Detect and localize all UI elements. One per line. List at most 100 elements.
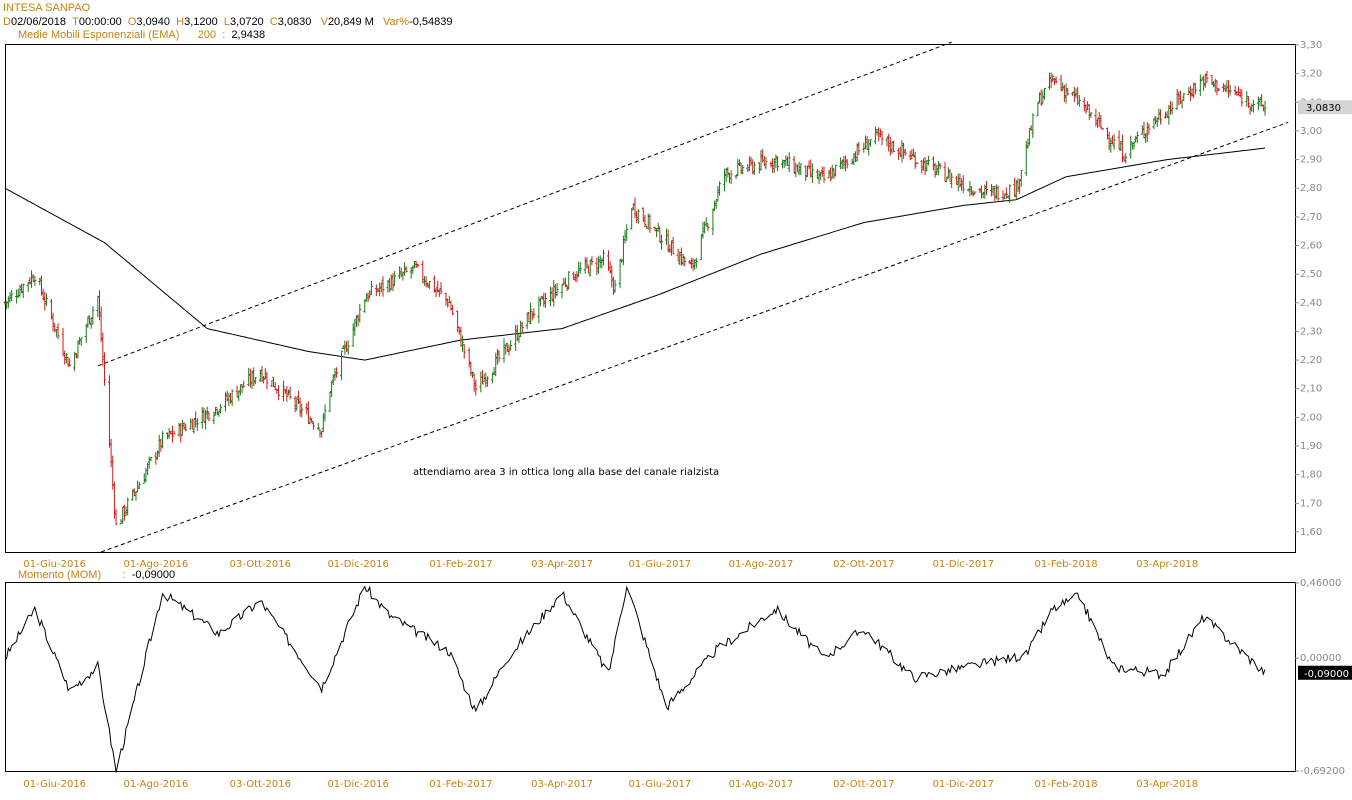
- ohlc-bar: [973, 191, 977, 195]
- ohlc-bar: [351, 323, 355, 347]
- ohlc-bar: [1082, 97, 1086, 112]
- momentum-x-tick-label: 01-Giu-2016: [23, 779, 86, 790]
- last-price-tag: [1298, 100, 1352, 115]
- ohlc-bar: [996, 185, 1000, 201]
- ohlc-bar: [641, 207, 645, 223]
- ohlc-bar: [752, 161, 756, 175]
- ohlc-bar: [699, 234, 703, 260]
- ohlc-bar: [169, 431, 173, 435]
- momentum-y-tick-label: 0,46000: [1300, 578, 1341, 589]
- ohlc-bar: [993, 185, 997, 201]
- ohlc-bar: [146, 462, 150, 475]
- ohlc-bar: [273, 382, 277, 391]
- ohlc-bar: [530, 310, 534, 321]
- symbol-title: INTESA SANPAO: [3, 2, 90, 14]
- ohlc-bar: [845, 159, 849, 169]
- ohlc-bar: [587, 265, 591, 274]
- ohlc-bar: [1054, 76, 1058, 84]
- ohlc-bar: [242, 380, 246, 387]
- ohlc-bar: [1074, 88, 1078, 99]
- ohlc-bar: [1018, 178, 1022, 194]
- ohlc-bar: [890, 141, 894, 155]
- ohlc-bar: [1109, 137, 1113, 153]
- ohlc-bar: [1029, 125, 1033, 131]
- var-value: -0,54839: [409, 16, 453, 28]
- momentum-y-axis: 0,46000 0,00000 -0,69200 -0,09000: [1295, 578, 1352, 777]
- ohlc-bar: [716, 186, 720, 202]
- ohlc-bar: [502, 338, 506, 363]
- y-tick-label: 2,20: [1300, 355, 1322, 366]
- ohlc-bar: [399, 267, 403, 278]
- ohlc-bar: [6, 296, 10, 309]
- ohlc-bar: [989, 184, 993, 197]
- ohlc-bar: [391, 273, 395, 292]
- ohlc-bar: [829, 167, 833, 182]
- ohlc-bar: [655, 228, 659, 238]
- ohlc-bar: [427, 280, 431, 289]
- ohlc-bar: [892, 140, 896, 153]
- ohlc-bar: [293, 396, 297, 413]
- ohlc-bar: [585, 257, 589, 269]
- y-tick-label: 1,90: [1300, 441, 1322, 452]
- ohlc-bar: [404, 266, 408, 273]
- y-tick-label: 2,00: [1300, 412, 1322, 423]
- ohlc-bar: [880, 130, 884, 146]
- ohlc-bar: [1145, 122, 1149, 142]
- ohlc-bar: [343, 340, 347, 355]
- ohlc-bar: [219, 403, 223, 414]
- ohlc-bar: [913, 151, 917, 169]
- ohlc-bar: [44, 293, 48, 307]
- y-tick-label: 2,30: [1300, 326, 1322, 337]
- ohlc-bar: [252, 367, 256, 386]
- ohlc-bar: [844, 155, 848, 172]
- ohlc-bar: [815, 168, 819, 179]
- ohlc-bar: [409, 267, 413, 279]
- ohlc-bar: [195, 417, 199, 432]
- ohlc-bar: [797, 161, 801, 176]
- ohlc-bar: [784, 155, 788, 167]
- ohlc-bar: [446, 298, 450, 308]
- momentum-x-tick-label: 01-Giu-2017: [629, 779, 692, 790]
- y-tick-label: 3,00: [1300, 126, 1322, 137]
- ohlc-bar: [550, 287, 554, 302]
- ohlc-bar: [926, 155, 930, 166]
- ohlc-bar: [190, 418, 194, 430]
- ohlc-bar: [434, 288, 438, 298]
- ohlc-bar: [346, 340, 350, 355]
- ohlc-bar: [1169, 101, 1172, 115]
- ohlc-bar: [623, 229, 627, 244]
- x-tick-label: 01-Feb-2018: [1034, 559, 1097, 570]
- momentum-line: [4, 585, 1266, 773]
- ohlc-bar: [679, 247, 683, 266]
- ohlc-bar: [1047, 72, 1051, 90]
- ohlc-bar: [68, 358, 72, 367]
- y-tick-label: 2,10: [1300, 384, 1322, 395]
- ohlc-bar: [648, 214, 652, 233]
- ohlc-bar: [693, 259, 697, 270]
- ohlc-bar: [575, 271, 579, 283]
- x-tick-label: 01-Dic-2017: [933, 559, 994, 570]
- ohlc-bar: [79, 337, 83, 346]
- x-tick-label: 01-Ago-2016: [124, 559, 189, 570]
- ohlc-bar: [1152, 118, 1156, 130]
- ohlc-bar: [170, 425, 174, 443]
- ohlc-bar: [706, 223, 710, 232]
- ohlc-bar: [807, 160, 811, 170]
- ohlc-bar: [311, 421, 315, 430]
- ohlc-bar: [671, 236, 675, 255]
- ohlc-bar: [330, 381, 334, 398]
- time-key: T: [72, 16, 79, 28]
- ohlc-bar: [1016, 178, 1020, 193]
- momentum-x-tick-label: 01-Feb-2017: [429, 779, 492, 790]
- ohlc-bar: [1094, 108, 1098, 127]
- ohlc-bar: [1140, 125, 1144, 135]
- ohlc-bar: [950, 172, 954, 188]
- ohlc-bar: [247, 367, 251, 387]
- ohlc-bar: [157, 434, 161, 458]
- momentum-separator: :: [122, 569, 126, 581]
- ohlc-bar: [444, 292, 448, 306]
- ohlc-bar: [741, 164, 745, 175]
- ohlc-bar: [1175, 88, 1179, 111]
- ohlc-bar: [250, 370, 254, 389]
- ohlc-bar: [323, 404, 327, 422]
